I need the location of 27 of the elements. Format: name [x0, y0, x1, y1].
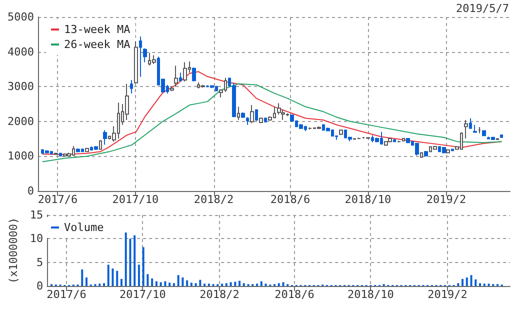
legend-label: 26-week MA — [64, 38, 131, 51]
y-axis-title: (x1000000) — [7, 217, 20, 284]
x-tick-label: 2018/10 — [344, 193, 392, 206]
y-tick-label: 1000 — [8, 150, 34, 163]
legend-label: Volume — [64, 221, 104, 234]
y-tick-label: 10 — [30, 232, 44, 246]
x-tick-label: 2018/10 — [348, 288, 394, 301]
x-tick-label: 2018/6 — [274, 288, 314, 301]
x-tick-label: 2019/2 — [426, 193, 466, 206]
x-tick-label: 2019/2 — [428, 288, 468, 301]
y-tick-label: 15 — [30, 208, 44, 222]
y-tick-label: 5000 — [8, 10, 34, 24]
x-tick-label: 2017/10 — [112, 193, 159, 206]
y-tick-label: 4000 — [8, 45, 34, 58]
y-tick-label: 5 — [36, 256, 44, 269]
y-tick-label: 2000 — [8, 114, 34, 128]
x-tick-label: 2017/6 — [38, 193, 78, 206]
text: 2019/5/7 — [456, 2, 510, 15]
x-tick-label: 2017/6 — [46, 288, 86, 301]
x-tick-label: 2018/2 — [200, 288, 240, 301]
y-tick-label: 0 — [36, 280, 44, 292]
x-tick-label: 2017/10 — [120, 288, 166, 301]
x-tick-label: 2018/6 — [270, 193, 310, 206]
legend-label: 13-week MA — [64, 23, 131, 36]
y-tick-label: 3000 — [8, 80, 34, 94]
y-tick-label: 0 — [27, 184, 34, 198]
x-tick-label: 2018/2 — [194, 193, 234, 206]
